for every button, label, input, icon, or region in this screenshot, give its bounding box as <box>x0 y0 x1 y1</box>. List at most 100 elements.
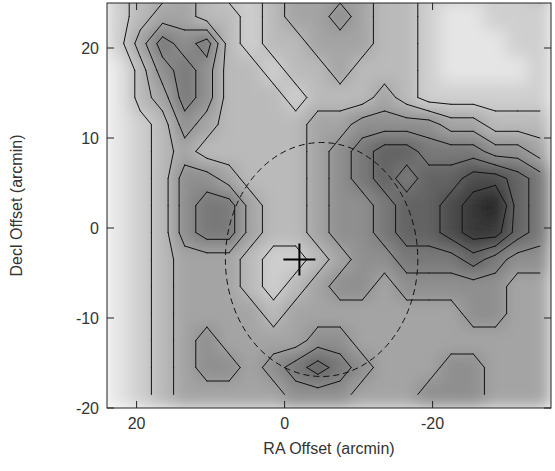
plot-area <box>107 3 551 408</box>
cell <box>107 273 130 301</box>
cell <box>107 300 130 328</box>
cell <box>440 354 463 382</box>
cell <box>240 381 263 409</box>
cell <box>284 57 307 85</box>
chart: 200-20-20-1001020RA Offset (arcmin)Decl … <box>0 0 555 471</box>
cell <box>218 354 241 382</box>
cell <box>240 246 263 274</box>
cell <box>218 84 241 112</box>
cell <box>395 246 418 274</box>
cell <box>284 3 307 31</box>
x-tick-label: 20 <box>128 415 146 432</box>
cell <box>440 192 463 220</box>
cell <box>240 273 263 301</box>
cell <box>195 273 218 301</box>
cell <box>218 165 241 193</box>
y-tick-label: -10 <box>76 310 99 327</box>
cell <box>484 381 507 409</box>
cell <box>306 111 329 139</box>
cell <box>351 192 374 220</box>
cell <box>284 30 307 58</box>
cell <box>373 165 396 193</box>
cell <box>329 57 352 85</box>
cell <box>395 84 418 112</box>
cell <box>262 246 285 274</box>
cell <box>306 273 329 301</box>
cell <box>151 192 174 220</box>
cell <box>440 138 463 166</box>
cell <box>528 381 551 409</box>
contour <box>440 172 514 253</box>
cell <box>440 327 463 355</box>
cell <box>484 327 507 355</box>
cell <box>506 57 529 85</box>
cell <box>129 84 152 112</box>
cell <box>195 192 218 220</box>
cell <box>373 273 396 301</box>
cell <box>462 111 485 139</box>
cell <box>528 138 551 166</box>
cell <box>306 192 329 220</box>
cell <box>417 273 440 301</box>
cell <box>195 84 218 112</box>
y-tick-label: -20 <box>76 400 99 417</box>
cell <box>306 381 329 409</box>
x-tick-label: 0 <box>280 415 289 432</box>
cell <box>151 381 174 409</box>
cell <box>107 111 130 139</box>
cell <box>329 3 352 31</box>
y-tick <box>107 408 114 409</box>
cell <box>129 57 152 85</box>
cell <box>107 57 130 85</box>
cell <box>462 246 485 274</box>
cell <box>262 165 285 193</box>
cell <box>218 138 241 166</box>
cell <box>528 192 551 220</box>
cell <box>173 327 196 355</box>
cell <box>129 111 152 139</box>
cell <box>329 300 352 328</box>
cell <box>173 192 196 220</box>
cell <box>528 111 551 139</box>
y-tick <box>544 408 551 409</box>
cell <box>417 354 440 382</box>
cell <box>417 219 440 247</box>
cell <box>528 3 551 31</box>
cell <box>440 300 463 328</box>
cell <box>329 246 352 274</box>
y-tick <box>544 138 551 139</box>
contour <box>135 3 540 395</box>
cell <box>484 30 507 58</box>
cell <box>373 3 396 31</box>
cell <box>440 111 463 139</box>
contour <box>146 3 540 395</box>
cell <box>351 246 374 274</box>
cell <box>373 354 396 382</box>
cell <box>462 138 485 166</box>
cell <box>151 327 174 355</box>
cell <box>306 30 329 58</box>
cell <box>329 138 352 166</box>
cell <box>506 192 529 220</box>
cell <box>329 273 352 301</box>
cell <box>306 219 329 247</box>
cell <box>262 273 285 301</box>
cell <box>417 165 440 193</box>
cell <box>484 84 507 112</box>
cell <box>218 273 241 301</box>
cell <box>351 381 374 409</box>
cell <box>506 300 529 328</box>
cell <box>240 354 263 382</box>
cell <box>151 165 174 193</box>
cell <box>107 138 130 166</box>
cell <box>462 57 485 85</box>
y-axis-title: Decl Offset (arcmin) <box>8 135 25 277</box>
cell <box>107 219 130 247</box>
cell <box>218 300 241 328</box>
cell <box>240 3 263 31</box>
cell <box>107 165 130 193</box>
cell <box>195 246 218 274</box>
cell <box>262 84 285 112</box>
region-circle <box>225 143 417 377</box>
cell <box>528 165 551 193</box>
